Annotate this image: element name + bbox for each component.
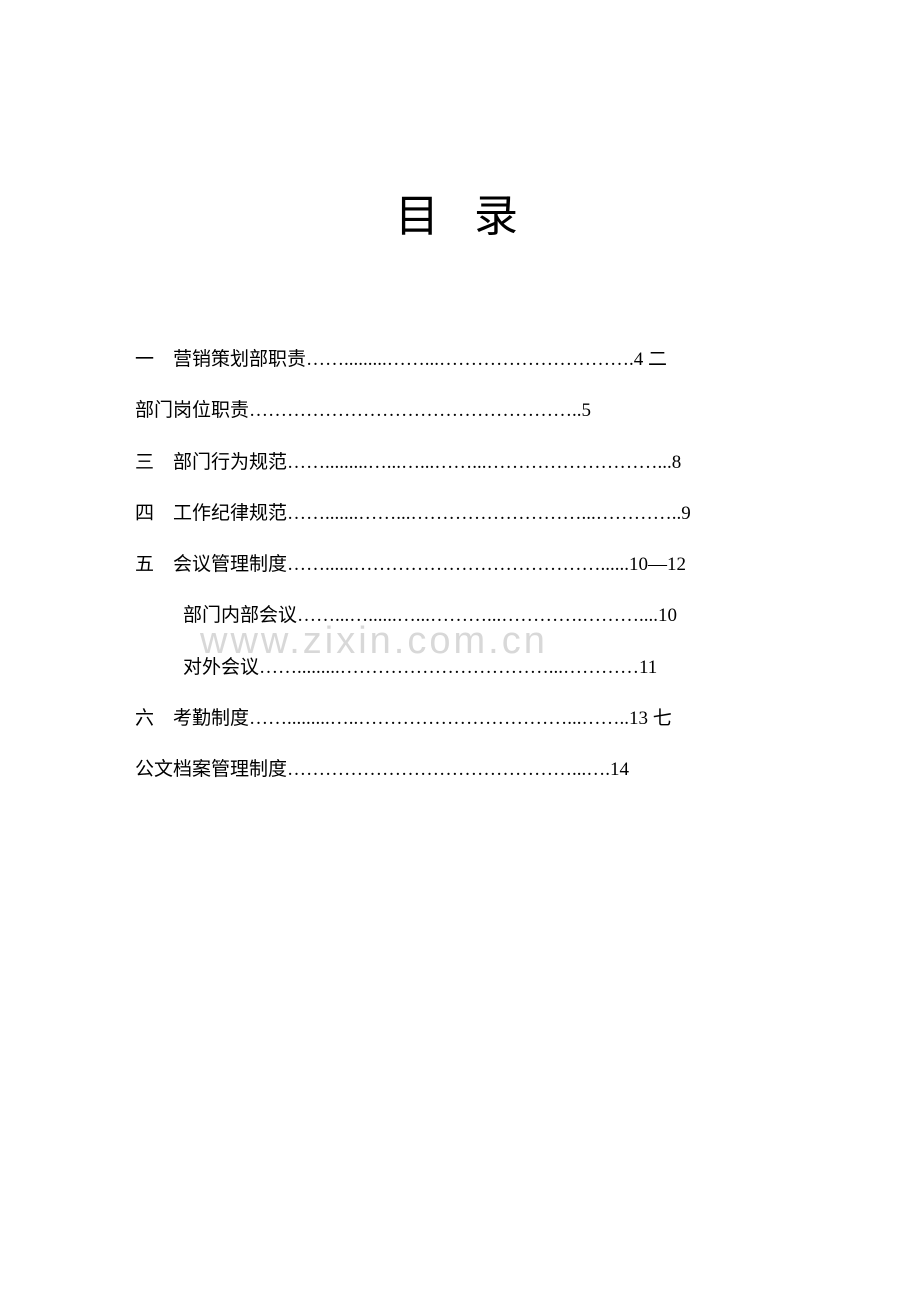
toc-entry-5: 五 会议管理制度……......…………………………………......10—12 bbox=[135, 539, 790, 590]
toc-entry-5-sub2: 对外会议…….........……………………………...…………11 bbox=[135, 642, 790, 693]
toc-content: 一 营销策划部职责…….........……...………………………….4 二 … bbox=[135, 334, 790, 796]
toc-entry-7: 公文档案管理制度………………………………………...….14 bbox=[135, 744, 790, 795]
toc-subentry-label: 部门内部会议……...…......…...………...………….………....… bbox=[183, 605, 677, 626]
toc-entry-5-sub1: 部门内部会议……...…......…...………...………….………....… bbox=[135, 590, 790, 641]
toc-entry-1: 一 营销策划部职责…….........……...………………………….4 二 bbox=[135, 334, 790, 385]
toc-entry-6: 六 考勤制度…….........…..……………………………...……..13… bbox=[135, 693, 790, 744]
toc-entry-4: 四 工作纪律规范…….......……...………………………...…………..… bbox=[135, 488, 790, 539]
toc-entry-2: 部门岗位职责……………………………………………..5 bbox=[135, 385, 790, 436]
page-container: 目 录 一 营销策划部职责…….........……...………………………….… bbox=[0, 0, 920, 796]
toc-subentry-label: 对外会议…….........……………………………...…………11 bbox=[183, 657, 657, 678]
toc-entry-3: 三 部门行为规范…….........…...…...……...……………………… bbox=[135, 437, 790, 488]
toc-title: 目 录 bbox=[135, 180, 790, 244]
